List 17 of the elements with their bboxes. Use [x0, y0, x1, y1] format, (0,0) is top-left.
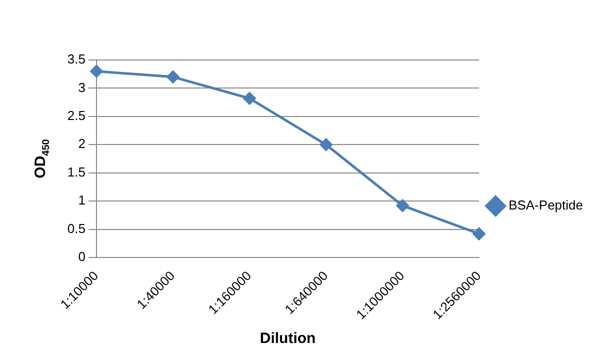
point [243, 92, 256, 105]
y-tick-label: 2 [78, 136, 86, 152]
x-axis-title: Dilution [260, 330, 316, 348]
y-tick-label: 2.5 [67, 108, 86, 124]
y-tick-label: 3 [78, 80, 86, 95]
point [320, 138, 332, 151]
y-tick-label: 1.5 [67, 164, 86, 180]
y-tick-label: 1 [78, 192, 86, 208]
point [90, 65, 103, 78]
point [472, 228, 486, 240]
point [396, 199, 409, 212]
y-tick-label: 0.5 [67, 220, 86, 236]
legend-label: BSA-Peptide [508, 198, 584, 213]
y-axis-title: OD450 [32, 138, 52, 178]
y-tick-label: 0 [78, 249, 86, 264]
y-tick-label: 3.5 [67, 52, 86, 67]
point [166, 70, 180, 84]
